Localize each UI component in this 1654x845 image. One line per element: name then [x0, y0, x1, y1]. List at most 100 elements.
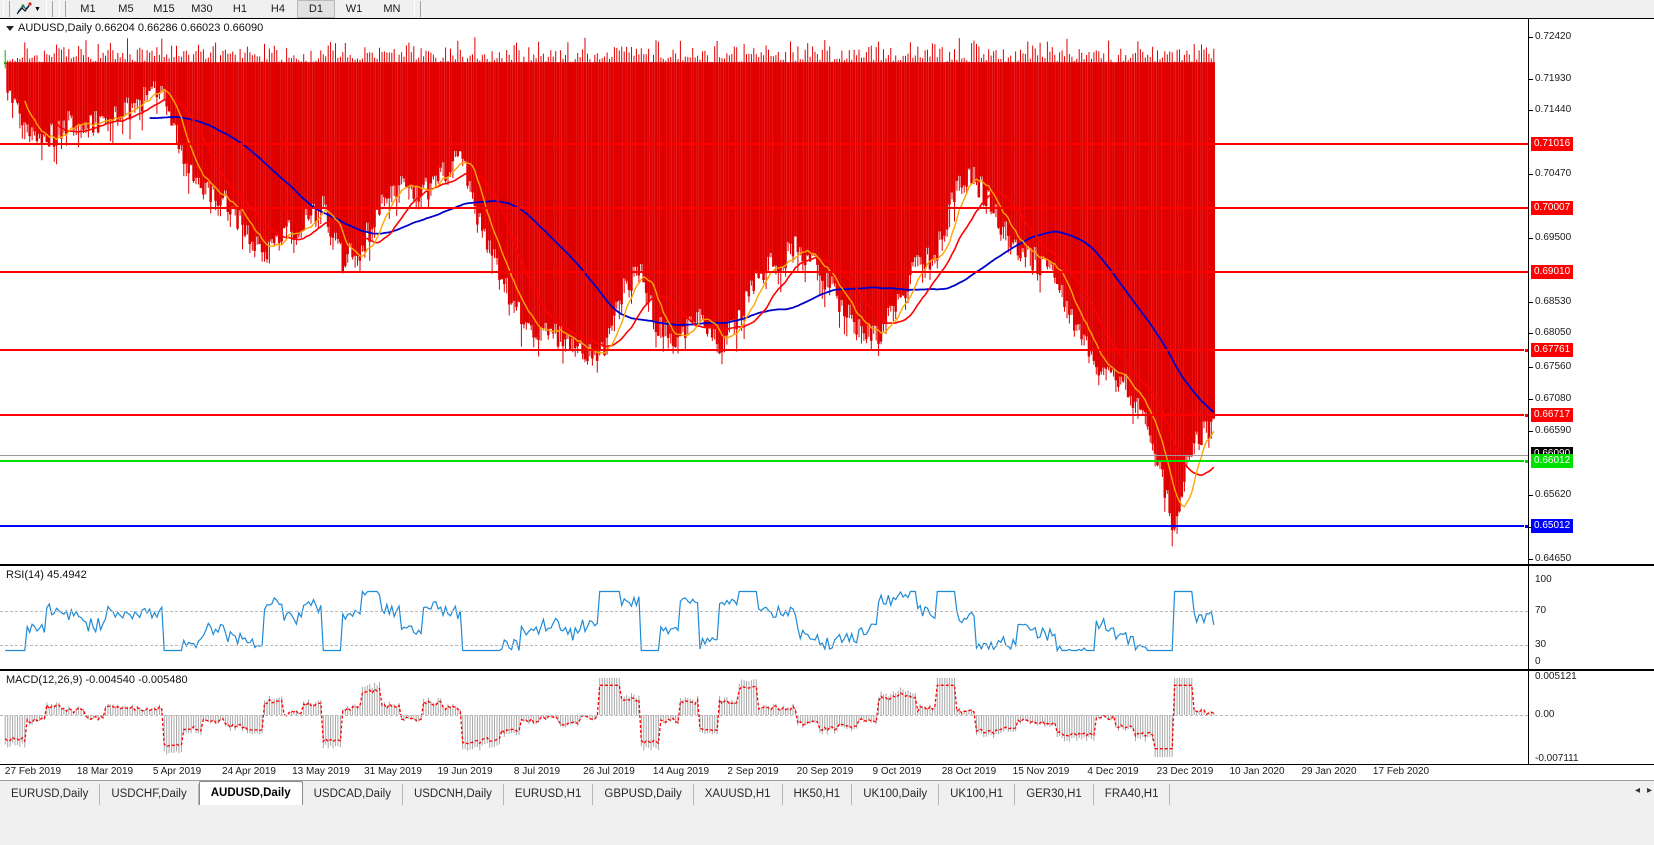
timeframe-button-group: M1 M5 M15 M30 H1 H4 D1 W1 MN [69, 0, 411, 18]
price-pane-header-text: AUDUSD,Daily 0.66204 0.66286 0.66023 0.6… [18, 22, 264, 34]
chart-canvas-area[interactable]: AUDUSD,Daily 0.66204 0.66286 0.66023 0.6… [0, 18, 1654, 780]
rsi-axis-label: 0 [1535, 656, 1541, 667]
last-price-line [0, 455, 1528, 456]
price-axis-label: 0.71440 [1535, 104, 1572, 115]
timeframe-button-h1[interactable]: H1 [232, 3, 247, 15]
macd-pane[interactable]: MACD(12,26,9) -0.004540 -0.005480 0.0051… [0, 670, 1654, 765]
time-axis-label: 20 Sep 2019 [796, 766, 854, 777]
price-level-line[interactable] [0, 524, 1528, 529]
timeframe-button-mn[interactable]: MN [383, 3, 401, 15]
price-level-line[interactable] [0, 207, 1528, 209]
price-level-label[interactable]: 0.66717 [1531, 408, 1574, 422]
time-axis-label: 17 Feb 2020 [1372, 766, 1430, 777]
price-axis-tick [1529, 110, 1533, 111]
toolbar-grip-2[interactable] [45, 1, 53, 17]
chart-tab-gbpusd-daily[interactable]: GBPUSD,Daily [593, 784, 694, 805]
chart-tab-uk100-daily[interactable]: UK100,Daily [852, 784, 940, 805]
chart-tab-fra40-h1[interactable]: FRA40,H1 [1094, 784, 1171, 805]
price-axis-label: 0.71930 [1535, 73, 1572, 84]
timeframe-button-m30[interactable]: M30 [191, 3, 213, 15]
rsi-axis-label: 70 [1535, 605, 1547, 616]
level-drag-handle[interactable] [1524, 348, 1528, 353]
price-level-line[interactable] [0, 271, 1528, 273]
price-axis[interactable]: 0.72420 0.71930 0.71440 0.70470 0.69500 0.685… [1528, 19, 1654, 564]
price-level-label[interactable]: 0.71016 [1531, 137, 1574, 151]
price-level-label[interactable]: 0.65012 [1531, 519, 1574, 533]
macd-zero-line [0, 715, 1528, 716]
chart-tab-xauusd-h1[interactable]: XAUUSD,H1 [694, 784, 783, 805]
chart-tab-usdchf-daily[interactable]: USDCHF,Daily [100, 784, 199, 805]
chart-tab-audusd-daily[interactable]: AUDUSD,Daily [198, 781, 303, 805]
price-plot[interactable] [0, 19, 1528, 564]
toolbar-grip-3[interactable] [58, 1, 66, 17]
timeframe-button-m1[interactable]: M1 [80, 3, 96, 15]
time-axis-label: 29 Jan 2020 [1301, 766, 1357, 777]
level-drag-handle[interactable] [1524, 524, 1528, 529]
price-level-line[interactable] [0, 143, 1528, 145]
price-level-label[interactable]: 0.67761 [1531, 343, 1574, 357]
tab-next-arrow[interactable]: ▸ [1646, 785, 1652, 796]
rsi-axis-label: 100 [1535, 574, 1552, 585]
price-level-label[interactable]: 0.70007 [1531, 201, 1574, 215]
macd-plot[interactable] [0, 671, 1528, 764]
price-axis-label: 0.68050 [1535, 327, 1572, 338]
price-level-line[interactable] [0, 459, 1528, 464]
price-axis-tick [1529, 399, 1533, 400]
time-axis-label: 27 Feb 2019 [4, 766, 62, 777]
chart-tab-eurusd-h1[interactable]: EURUSD,H1 [504, 784, 594, 805]
rsi-axis-label: 30 [1535, 639, 1547, 650]
rsi-plot[interactable] [0, 566, 1528, 669]
price-axis-tick [1529, 238, 1533, 239]
price-axis-tick [1529, 333, 1533, 334]
time-axis-label: 2 Sep 2019 [727, 766, 779, 777]
price-axis-tick [1529, 174, 1533, 175]
price-level-label[interactable]: 0.66012 [1531, 454, 1574, 468]
level-drag-handle[interactable] [1524, 413, 1528, 418]
price-axis-tick [1529, 79, 1533, 80]
rsi-axis[interactable]: 100 70 30 0 [1528, 566, 1654, 669]
rsi-level-30-line [0, 645, 1528, 646]
toolbar-grip[interactable] [3, 1, 10, 17]
tab-prev-arrow[interactable]: ◂ [1634, 785, 1640, 796]
time-axis-label: 24 Apr 2019 [222, 766, 276, 777]
chart-tab-eurusd-daily[interactable]: EURUSD,Daily [0, 784, 101, 805]
price-axis-label: 0.72420 [1535, 31, 1572, 42]
timeframe-button-m15[interactable]: M15 [153, 3, 175, 15]
price-pane[interactable]: AUDUSD,Daily 0.66204 0.66286 0.66023 0.6… [0, 18, 1654, 565]
candlestick-series [3, 37, 1215, 547]
chart-tab-usdcad-daily[interactable]: USDCAD,Daily [303, 784, 403, 805]
price-axis-tick [1529, 431, 1533, 432]
price-axis-label: 0.67080 [1535, 393, 1572, 404]
chart-tab-usdcnh-daily[interactable]: USDCNH,Daily [403, 784, 504, 805]
macd-pane-header: MACD(12,26,9) -0.004540 -0.005480 [6, 674, 188, 686]
price-level-line[interactable] [0, 348, 1528, 353]
rsi-pane[interactable]: RSI(14) 45.4942 100 70 30 0 [0, 565, 1654, 670]
price-pane-header: AUDUSD,Daily 0.66204 0.66286 0.66023 0.6… [6, 22, 263, 34]
time-axis-label: 26 Jul 2019 [583, 766, 635, 777]
price-level-label[interactable]: 0.69010 [1531, 265, 1574, 279]
timeframe-button-w1[interactable]: W1 [345, 3, 363, 15]
chart-tab-ger30-h1[interactable]: GER30,H1 [1015, 784, 1094, 805]
chart-tab-uk100-h1[interactable]: UK100,H1 [939, 784, 1016, 805]
price-axis-label: 0.70470 [1535, 168, 1572, 179]
rsi-level-70-line [0, 611, 1528, 612]
timeframe-button-h4[interactable]: H4 [270, 3, 285, 15]
price-axis-tick [1529, 367, 1533, 368]
toolbar-grip-4[interactable] [413, 1, 421, 17]
level-drag-handle[interactable] [1524, 459, 1528, 464]
timeframe-button-d1[interactable]: D1 [296, 0, 335, 18]
price-axis-tick [1529, 559, 1533, 560]
price-level-line[interactable] [0, 413, 1528, 418]
price-axis-label: 0.65620 [1535, 489, 1572, 500]
tab-navigation: ◂ ▸ [1635, 785, 1652, 796]
time-axis[interactable]: 27 Feb 2019 18 Mar 2019 5 Apr 2019 24 Apr 2… [0, 765, 1654, 780]
time-axis-label: 13 May 2019 [292, 766, 350, 777]
chart-tools-icon[interactable]: ▼ [13, 1, 43, 17]
collapse-triangle-icon[interactable] [6, 25, 14, 31]
time-axis-label: 8 Jul 2019 [513, 766, 561, 777]
chart-tab-hk50-h1[interactable]: HK50,H1 [783, 784, 853, 805]
macd-axis[interactable]: 0.005121 0.00 -0.007111 [1528, 671, 1654, 764]
chevron-down-icon[interactable]: ▼ [34, 5, 41, 13]
timeframe-button-m5[interactable]: M5 [118, 3, 134, 15]
